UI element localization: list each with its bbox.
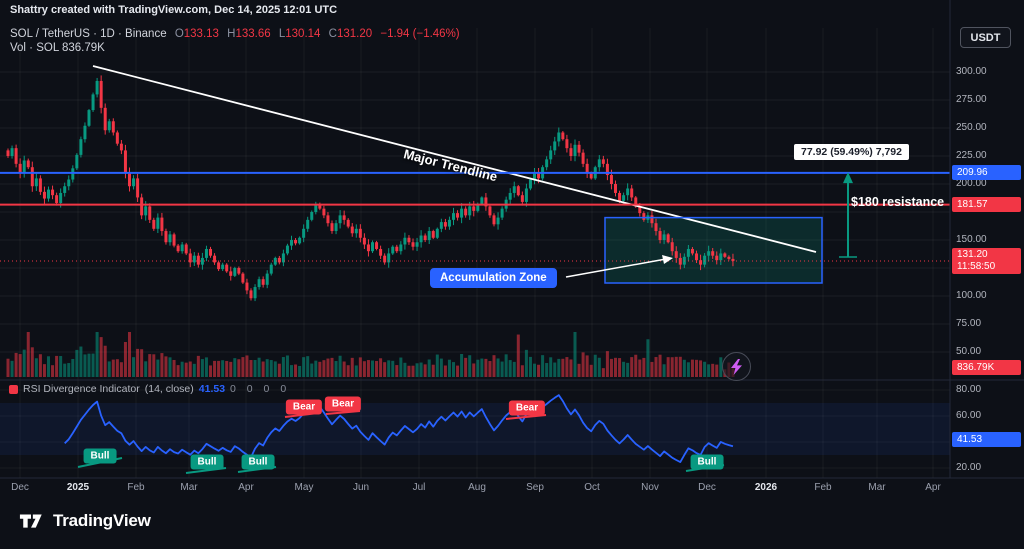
measure-tool-label[interactable]: 77.92 (59.49%) 7,792 bbox=[794, 144, 909, 160]
time-axis-label: Apr bbox=[238, 482, 254, 493]
time-axis-label: Aug bbox=[468, 482, 486, 493]
price-axis-label: 150.00 bbox=[956, 234, 987, 245]
boost-button[interactable] bbox=[722, 352, 751, 381]
change-value: −1.94 (−1.46%) bbox=[380, 28, 460, 40]
rsi-indicator-header[interactable]: RSI Divergence Indicator (14, close) 41.… bbox=[9, 383, 290, 395]
brand-name: TradingView bbox=[53, 511, 151, 530]
tradingview-mark-icon bbox=[19, 514, 42, 528]
accumulation-zone-label[interactable]: Accumulation Zone bbox=[430, 268, 557, 288]
lightning-icon bbox=[731, 358, 742, 375]
bull-marker-tag[interactable]: Bull bbox=[190, 454, 224, 470]
volume-badge: 836.79K bbox=[952, 360, 1021, 375]
ohlc-low-label: L bbox=[278, 28, 286, 40]
time-axis-label: Oct bbox=[584, 482, 600, 493]
rsi-value-badge: 41.53 bbox=[952, 432, 1021, 447]
price-axis-label: 50.00 bbox=[956, 346, 982, 357]
ohlc-low-value: 130.14 bbox=[285, 28, 321, 40]
ohlc-close-value: 131.20 bbox=[336, 28, 373, 40]
bear-marker-tag[interactable]: Bear bbox=[285, 399, 323, 415]
time-axis-label: Feb bbox=[814, 482, 832, 493]
resistance-label[interactable]: $180 resistance bbox=[851, 195, 945, 209]
ohlc-open-label: O bbox=[174, 28, 184, 40]
volume-legend[interactable]: Vol · SOL 836.79K bbox=[10, 42, 105, 54]
time-axis-label: Dec bbox=[698, 482, 716, 493]
currency-toggle-button[interactable]: USDT bbox=[960, 27, 1011, 48]
time-axis-label: Jun bbox=[352, 482, 370, 493]
symbol-legend[interactable]: SOL / TetherUS · 1D · Binance O133.13 H1… bbox=[10, 26, 460, 42]
time-axis-label: Nov bbox=[641, 482, 659, 493]
price-axis-label: 200.00 bbox=[956, 178, 987, 189]
price-axis-label: 275.00 bbox=[956, 94, 987, 105]
bull-marker-tag[interactable]: Bull bbox=[690, 454, 724, 470]
time-axis-label: Apr bbox=[925, 482, 941, 493]
volume-label: Vol · SOL bbox=[10, 42, 59, 54]
time-axis-label: Mar bbox=[868, 482, 886, 493]
time-axis-label: Dec bbox=[11, 482, 29, 493]
time-axis-label: May bbox=[294, 482, 314, 493]
price-axis-label: 225.00 bbox=[956, 150, 987, 161]
price-axis-label: 100.00 bbox=[956, 290, 987, 301]
blue-level-price-badge: 209.96 bbox=[952, 164, 1021, 180]
tradingview-logo[interactable]: TradingView bbox=[18, 509, 151, 533]
price-axis-label: 75.00 bbox=[956, 318, 982, 329]
symbol-title[interactable]: SOL / TetherUS · 1D · Binance bbox=[10, 28, 167, 40]
time-axis-label: Sep bbox=[526, 482, 544, 493]
last-price-badge: 131.20 11:58:50 bbox=[952, 248, 1021, 275]
volume-value: 836.79K bbox=[62, 42, 105, 54]
price-axis-label: 300.00 bbox=[956, 66, 987, 77]
red-level-price-badge: 181.57 bbox=[952, 196, 1021, 212]
rsi-plot-values: 0 0 0 0 bbox=[230, 383, 291, 395]
rsi-title[interactable]: RSI Divergence Indicator bbox=[23, 383, 140, 395]
bear-marker-tag[interactable]: Bear bbox=[324, 396, 362, 412]
indicator-icon bbox=[9, 384, 18, 394]
ohlc-open-value: 133.13 bbox=[183, 28, 219, 40]
bull-marker-tag[interactable]: Bull bbox=[83, 448, 117, 464]
time-axis-label: 2026 bbox=[754, 482, 778, 493]
rsi-params: (14, close) bbox=[144, 383, 194, 395]
ohlc-high-value: 133.66 bbox=[235, 28, 271, 40]
rsi-value: 41.53 bbox=[198, 383, 226, 395]
time-axis-label: Feb bbox=[127, 482, 145, 493]
ohlc-close-label: C bbox=[328, 28, 337, 40]
bull-marker-tag[interactable]: Bull bbox=[241, 454, 275, 470]
rsi-axis-label: 20.00 bbox=[956, 462, 982, 473]
time-axis-label: 2025 bbox=[66, 482, 90, 493]
rsi-axis-label: 60.00 bbox=[956, 410, 982, 421]
ohlc-high-label: H bbox=[227, 28, 236, 40]
bear-marker-tag[interactable]: Bear bbox=[508, 400, 546, 416]
time-axis-label: Jul bbox=[412, 482, 426, 493]
price-axis-label: 250.00 bbox=[956, 122, 987, 133]
time-axis-label: Mar bbox=[180, 482, 198, 493]
rsi-axis-label: 80.00 bbox=[956, 384, 982, 395]
watermark: Shattry created with TradingView.com, De… bbox=[10, 4, 338, 16]
